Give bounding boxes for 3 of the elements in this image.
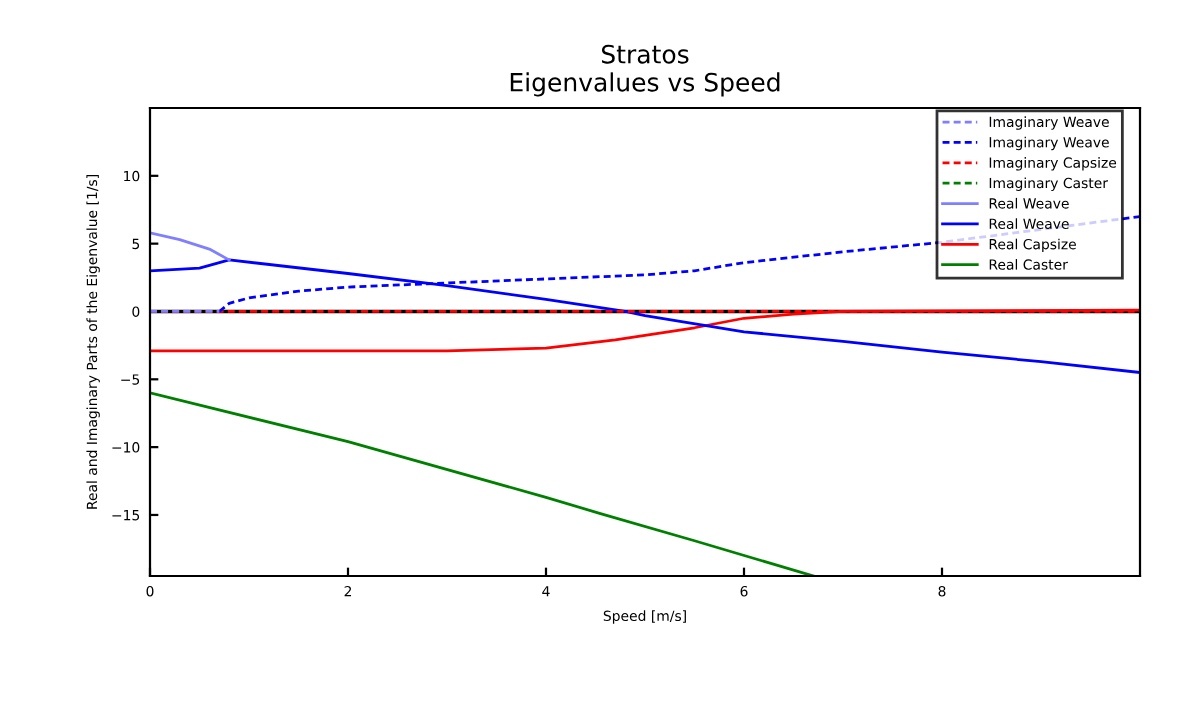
line-series xyxy=(150,391,815,576)
line-series xyxy=(150,231,231,262)
chart-title: Stratos Eigenvalues vs Speed xyxy=(510,44,780,97)
